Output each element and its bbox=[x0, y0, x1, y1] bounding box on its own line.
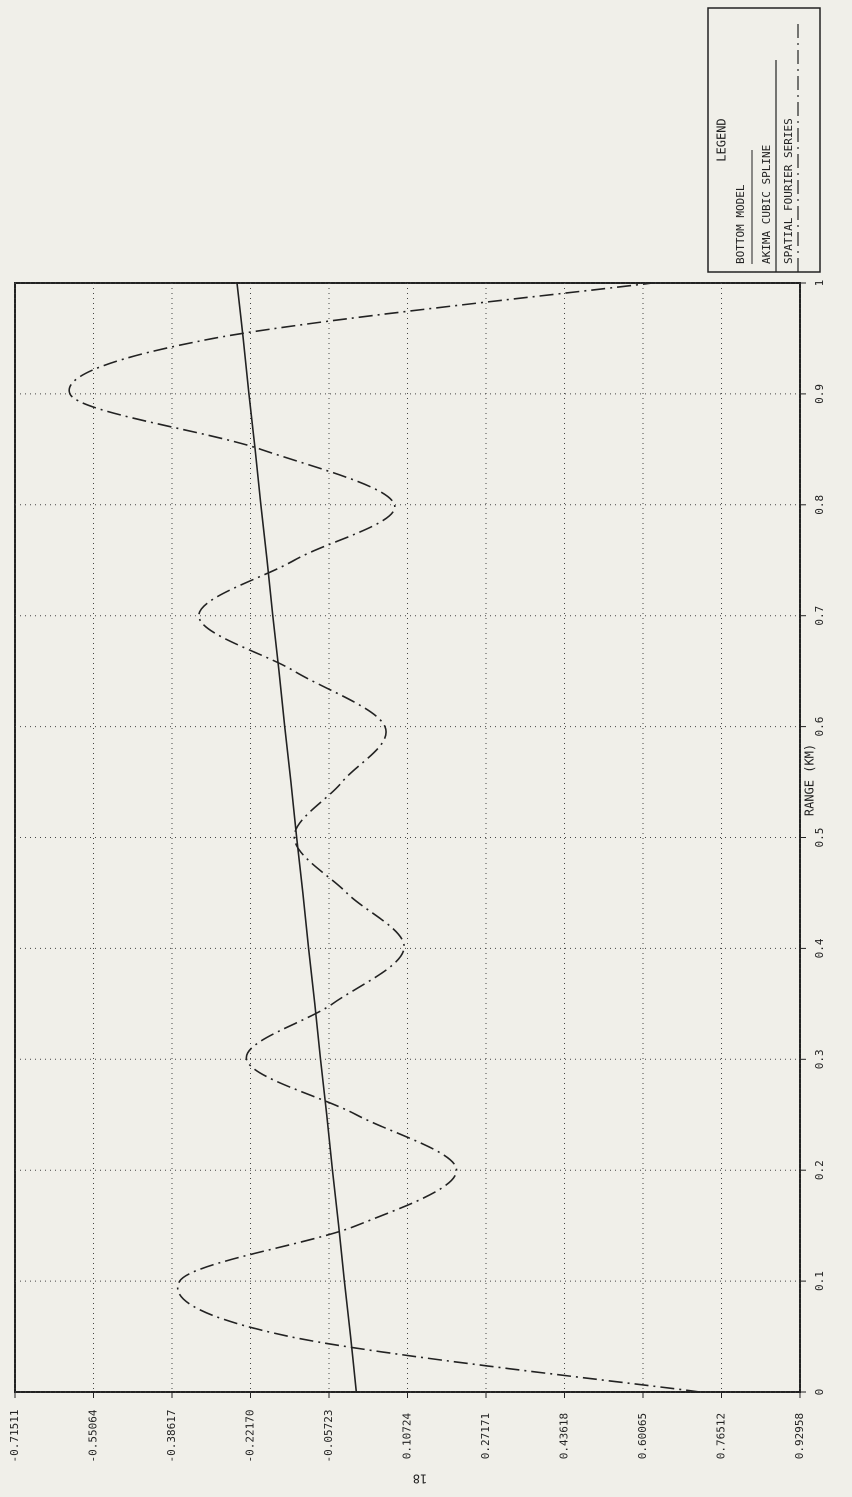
y-tick-label: -0.55064 bbox=[87, 1409, 100, 1462]
x-tick-label: 0.2 bbox=[813, 1160, 826, 1180]
series-line bbox=[68, 282, 701, 1393]
x-tick-label: 0.5 bbox=[813, 828, 826, 848]
x-tick-label: 0.4 bbox=[813, 938, 826, 958]
x-tick-label: 0.9 bbox=[813, 384, 826, 404]
y-tick-label: -0.22170 bbox=[244, 1410, 257, 1463]
legend-subtitle: BOTTOM MODEL bbox=[734, 184, 747, 264]
y-tick-label: 0.27171 bbox=[479, 1413, 492, 1459]
legend-box bbox=[707, 7, 821, 273]
plot-frame bbox=[14, 282, 801, 1393]
x-tick-label: 0.6 bbox=[813, 717, 826, 737]
x-tick-label: 0.3 bbox=[813, 1049, 826, 1069]
y-tick-label: 0.76512 bbox=[715, 1413, 728, 1459]
y-tick-label: -0.38617 bbox=[165, 1410, 178, 1463]
y-tick-label: -0.05723 bbox=[322, 1410, 335, 1463]
y-tick-label: -0.71511 bbox=[8, 1410, 21, 1463]
y-tick-label: 0.92958 bbox=[793, 1413, 806, 1459]
series-line bbox=[236, 282, 358, 1393]
x-tick-label: 0.7 bbox=[813, 606, 826, 626]
y-tick-label: 0.10724 bbox=[401, 1412, 414, 1459]
x-tick-label: 0.8 bbox=[813, 495, 826, 515]
x-tick-label: 0 bbox=[813, 1389, 826, 1396]
legend-title: LEGEND bbox=[715, 118, 729, 161]
x-tick-label: 1 bbox=[813, 280, 826, 287]
page-number: 18 bbox=[413, 1472, 427, 1486]
legend-label: AKIMA CUBIC SPLINE bbox=[760, 145, 773, 264]
y-tick-label: 0.43618 bbox=[558, 1413, 571, 1459]
x-tick-label: 0.1 bbox=[813, 1271, 826, 1291]
legend-label: SPATIAL FOURIER SERIES bbox=[782, 118, 795, 264]
x-axis-label: RANGE (KM) bbox=[803, 744, 817, 816]
y-tick-label: 0.60065 bbox=[636, 1413, 649, 1459]
